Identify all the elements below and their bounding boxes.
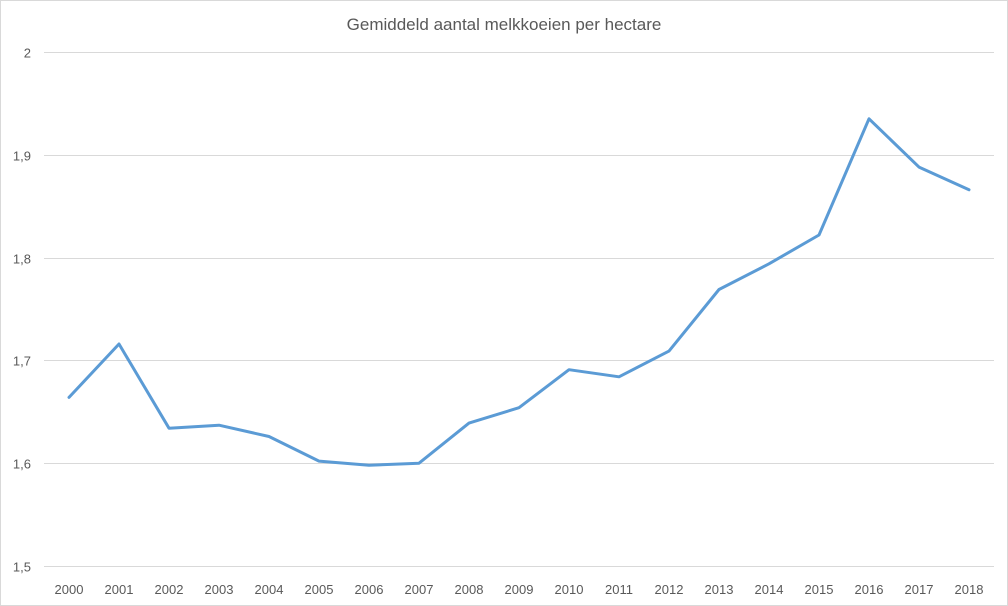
y-axis-tick-labels: 2 1,9 1,8 1,7 1,6 1,5 [13, 46, 31, 575]
x-tick-label: 2007 [405, 582, 434, 597]
x-tick-label: 2004 [255, 582, 284, 597]
chart-title: Gemiddeld aantal melkkoeien per hectare [347, 15, 662, 34]
x-tick-label: 2008 [455, 582, 484, 597]
x-tick-label: 2001 [105, 582, 134, 597]
series-layer [67, 117, 971, 467]
x-tick-label: 2011 [605, 582, 633, 597]
x-tick-label: 2016 [855, 582, 884, 597]
x-tick-label: 2002 [155, 582, 184, 597]
x-tick-label: 2003 [205, 582, 234, 597]
x-tick-label: 2009 [505, 582, 534, 597]
x-tick-label: 2000 [55, 582, 84, 597]
x-tick-label: 2012 [655, 582, 684, 597]
y-tick-label: 1,8 [13, 252, 31, 267]
y-tick-label: 2 [24, 46, 31, 61]
gridlines [44, 52, 994, 567]
x-tick-label: 2005 [305, 582, 334, 597]
y-tick-label: 1,7 [13, 354, 31, 369]
y-tick-label: 1,5 [13, 560, 31, 575]
series-line [67, 117, 971, 467]
x-tick-label: 2015 [805, 582, 834, 597]
x-axis-tick-labels: 2000 2001 2002 2003 2004 2005 2006 2007 2008 2009… [55, 582, 984, 597]
x-tick-label: 2018 [955, 582, 984, 597]
y-tick-label: 1,6 [13, 457, 31, 472]
x-tick-label: 2017 [905, 582, 934, 597]
x-tick-label: 2013 [705, 582, 734, 597]
x-tick-label: 2014 [755, 582, 784, 597]
y-tick-label: 1,9 [13, 149, 31, 164]
x-tick-label: 2010 [555, 582, 584, 597]
x-tick-label: 2006 [355, 582, 384, 597]
